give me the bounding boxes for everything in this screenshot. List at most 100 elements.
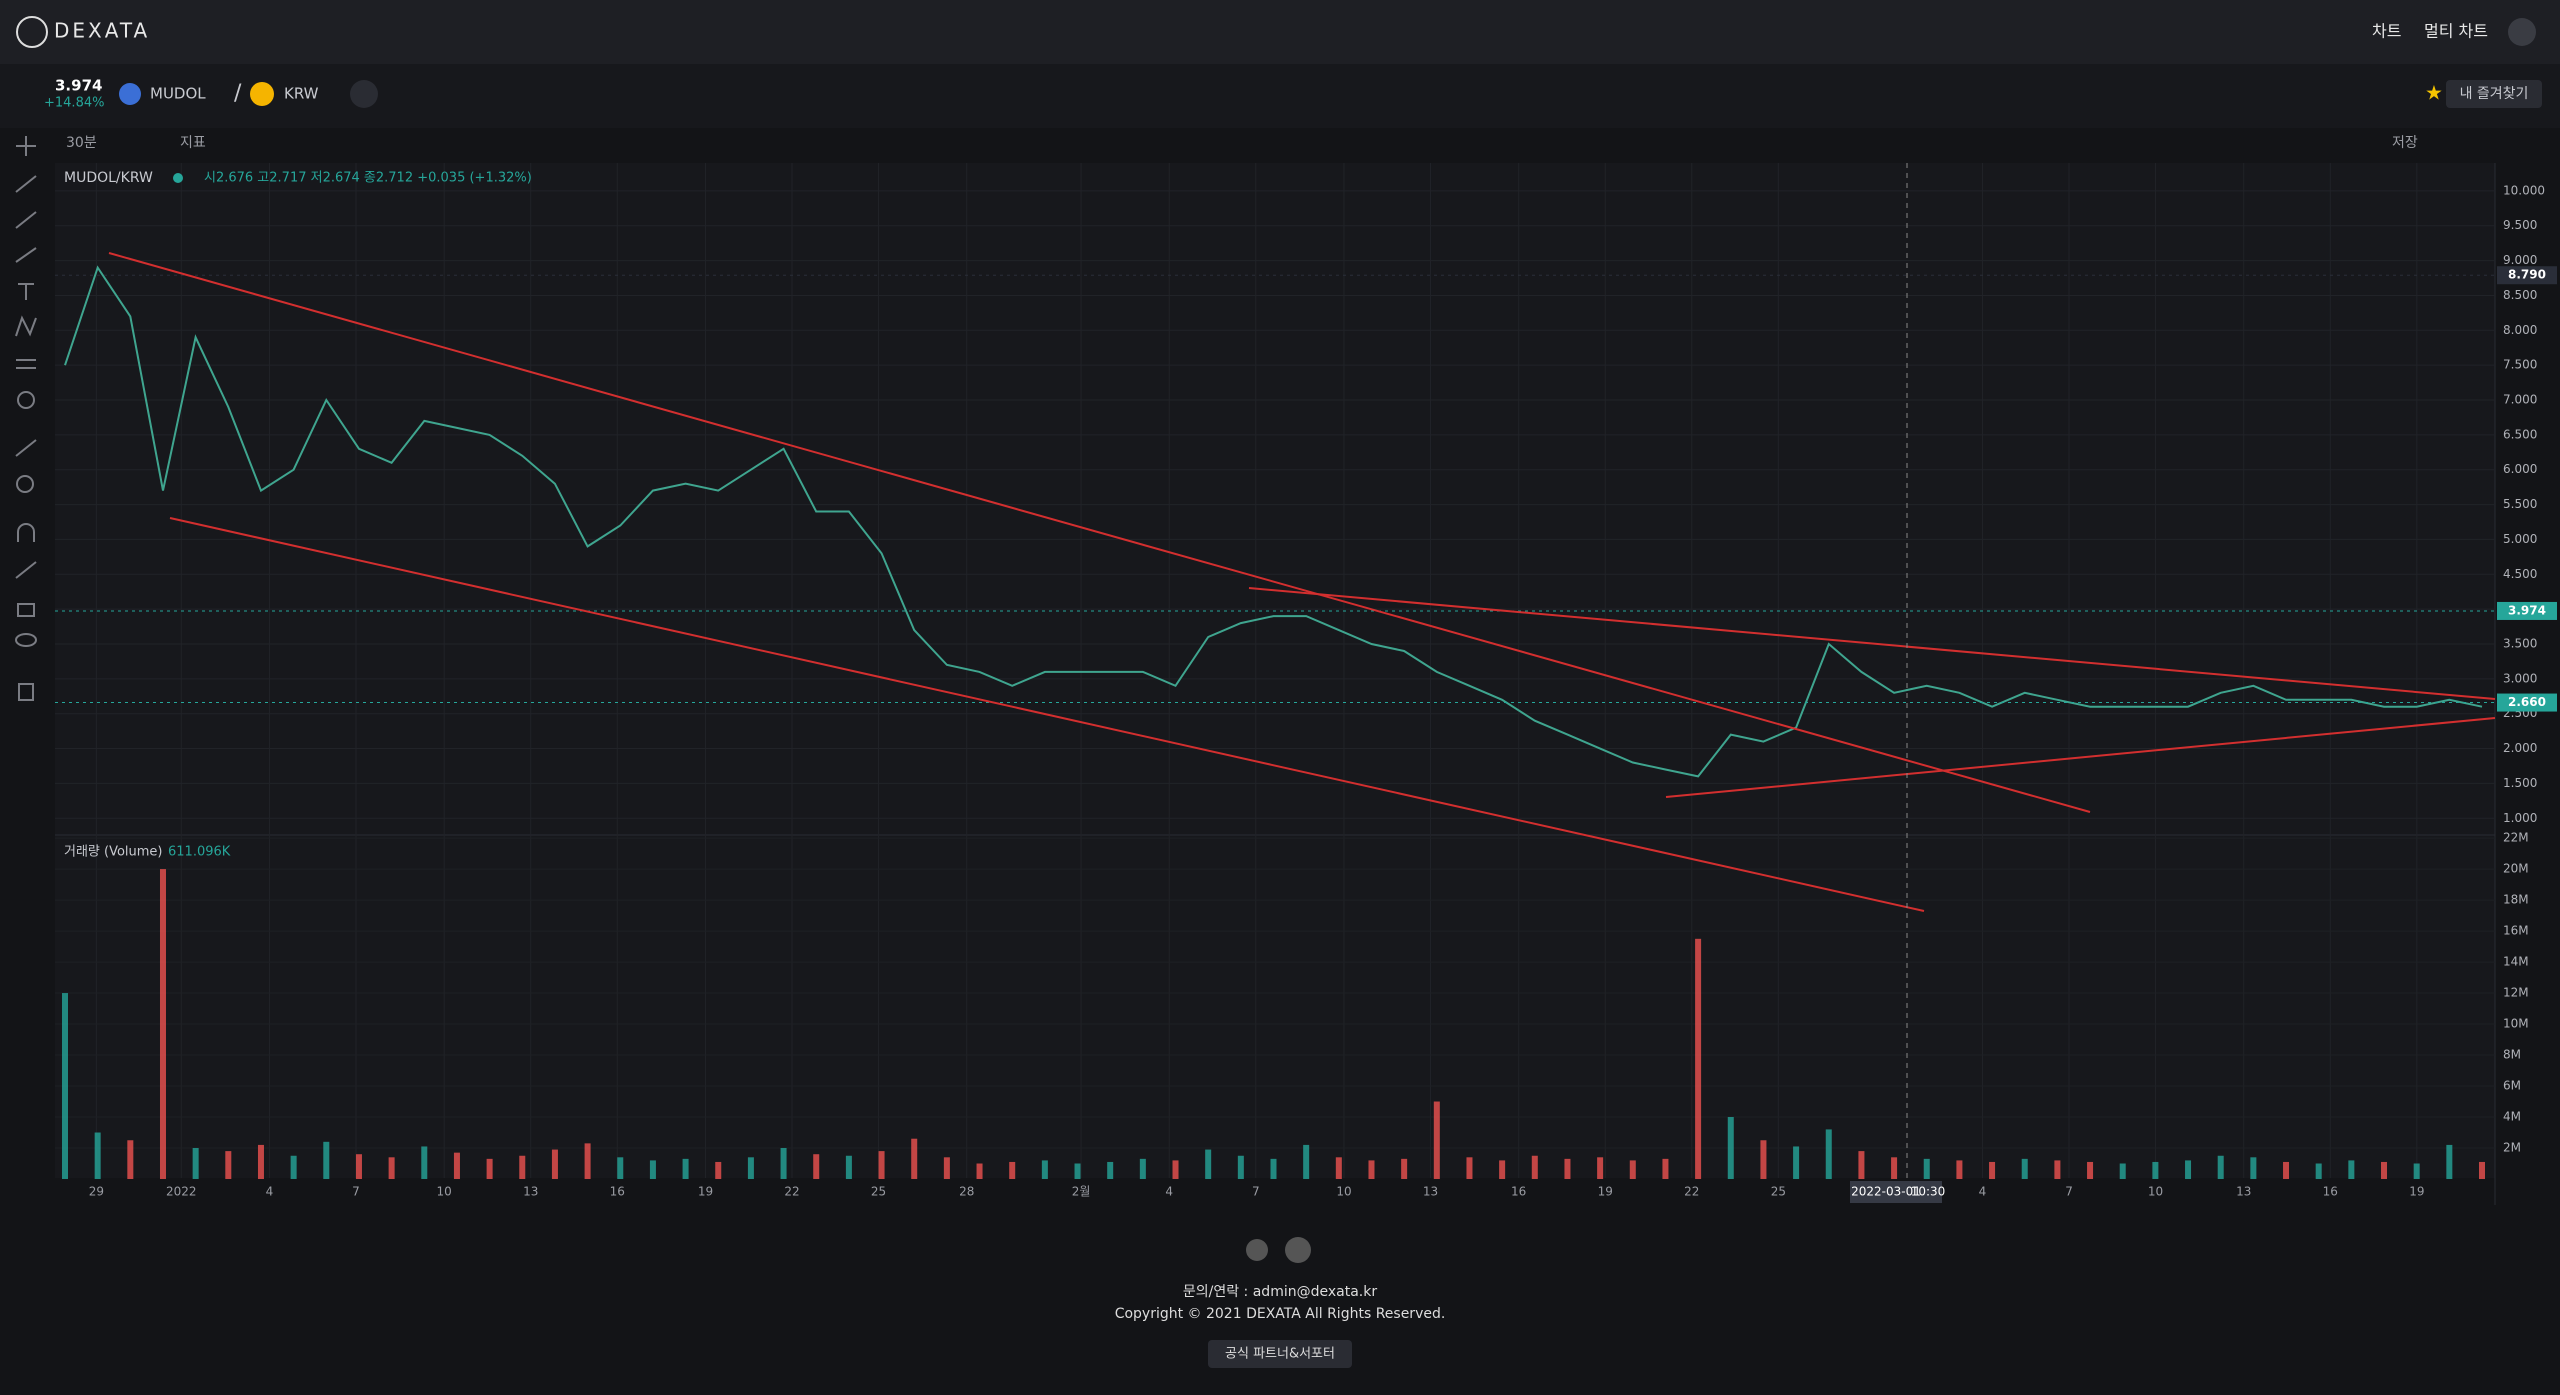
chart-area bbox=[55, 163, 2495, 1178]
volume-bar bbox=[1499, 1160, 1506, 1179]
volume-bar bbox=[2381, 1161, 2388, 1179]
volume-bar bbox=[780, 1148, 787, 1179]
x-tick-label: 19 bbox=[1598, 1185, 1613, 1199]
x-tick-label: 22 bbox=[1684, 1185, 1699, 1199]
volume-bar bbox=[127, 1140, 134, 1179]
x-tick-label: 4 bbox=[266, 1185, 274, 1199]
y-tick-label: 6.000 bbox=[2503, 462, 2537, 476]
x-tick-label: 22 bbox=[784, 1185, 799, 1199]
ohlc: 시2.676 고2.717 저2.674 종2.712 +0.035 (+1.3… bbox=[204, 171, 532, 186]
telegram-icon[interactable] bbox=[1285, 1237, 1311, 1263]
volume-bar bbox=[421, 1146, 428, 1179]
volume-bar bbox=[1727, 1117, 1734, 1179]
nav-chart[interactable]: 차트 bbox=[2372, 22, 2401, 41]
volume-bar bbox=[1564, 1158, 1571, 1179]
volume-bar bbox=[2217, 1155, 2224, 1179]
volume-bar bbox=[1433, 1101, 1440, 1179]
volume-bar bbox=[2479, 1161, 2485, 1179]
volume-bar bbox=[813, 1154, 820, 1179]
price-line bbox=[64, 265, 2483, 778]
volume-bar bbox=[1956, 1160, 1963, 1179]
favorite-star[interactable]: ★ bbox=[2425, 81, 2443, 105]
nav-multi-chart[interactable]: 멀티 차트 bbox=[2424, 22, 2488, 41]
volume-bar bbox=[878, 1151, 885, 1179]
volume-bar bbox=[1368, 1160, 1375, 1179]
volume-bar bbox=[1662, 1158, 1669, 1179]
header bbox=[0, 0, 2560, 64]
x-tick-label: 29 bbox=[89, 1185, 104, 1199]
separator: / bbox=[234, 81, 242, 106]
volume-bar bbox=[2185, 1160, 2192, 1179]
volume-bar bbox=[845, 1155, 852, 1179]
favorites-label[interactable]: 내 즐겨찾기 bbox=[2460, 86, 2529, 102]
crosshair-date: 2022-03-01 bbox=[1851, 1185, 1921, 1199]
save[interactable]: 저장 bbox=[2392, 135, 2418, 151]
settings-button[interactable] bbox=[2508, 18, 2536, 46]
interval[interactable]: 30분 bbox=[66, 135, 97, 151]
volume-bar bbox=[2283, 1161, 2290, 1179]
logo-icon bbox=[16, 16, 48, 48]
volume-bar bbox=[453, 1152, 460, 1179]
volume-bar bbox=[62, 993, 68, 1179]
x-tick-label: 19 bbox=[2409, 1185, 2424, 1199]
volume-bar bbox=[1695, 938, 1702, 1179]
price-marker-box bbox=[2497, 693, 2557, 712]
volume-bar bbox=[1401, 1158, 1408, 1179]
indicators[interactable]: 지표 bbox=[180, 135, 206, 151]
y-tick-label: 8.500 bbox=[2503, 288, 2537, 302]
volume-bar bbox=[388, 1157, 395, 1179]
x-tick-label: 13 bbox=[2236, 1185, 2251, 1199]
change: +14.84% bbox=[44, 96, 104, 111]
volume-bar bbox=[225, 1151, 232, 1179]
volume-bar bbox=[682, 1158, 689, 1179]
y-tick-label: 3.500 bbox=[2503, 636, 2537, 650]
y-tick-label: 4.500 bbox=[2503, 567, 2537, 581]
chart-title: MUDOL/KRW bbox=[64, 170, 153, 186]
volume-bar bbox=[1205, 1149, 1212, 1179]
volume-bar bbox=[1139, 1158, 1146, 1179]
marks bbox=[55, 265, 2495, 1179]
volume-bar bbox=[2021, 1158, 2028, 1179]
volume-bar bbox=[1107, 1161, 1114, 1179]
x-tick-label: 2월 bbox=[1072, 1185, 1091, 1199]
partner-label[interactable]: 공식 파트너&서포터 bbox=[1225, 1347, 1335, 1362]
price-marker-box bbox=[2497, 601, 2557, 620]
x-tick-label: 2022 bbox=[166, 1185, 197, 1199]
price-marker-label: 2.660 bbox=[2508, 695, 2546, 709]
x-tick-label: 7 bbox=[352, 1185, 360, 1199]
base-icon bbox=[119, 83, 141, 105]
volume-bar bbox=[715, 1161, 722, 1179]
volume-bar bbox=[1760, 1140, 1767, 1179]
volume-bar bbox=[976, 1163, 983, 1179]
volume-bar bbox=[2119, 1163, 2126, 1179]
x-tick-label: 19 bbox=[698, 1185, 713, 1199]
volume-bar bbox=[2446, 1144, 2453, 1179]
volume-bar bbox=[257, 1144, 264, 1179]
volume-bar bbox=[486, 1158, 493, 1179]
base-symbol[interactable]: MUDOL bbox=[150, 85, 206, 103]
volume-bar bbox=[94, 1132, 101, 1179]
quote-symbol[interactable]: KRW bbox=[284, 85, 319, 103]
partner-button[interactable] bbox=[1208, 1340, 1352, 1368]
volume-bar bbox=[290, 1155, 297, 1179]
volume-bar bbox=[1270, 1158, 1277, 1179]
volume-bar bbox=[2413, 1163, 2420, 1179]
twitter-icon[interactable] bbox=[1246, 1239, 1268, 1261]
volume-bar bbox=[2315, 1163, 2322, 1179]
swap-button[interactable] bbox=[350, 80, 378, 108]
volume-bar bbox=[1074, 1163, 1081, 1179]
volume-bar bbox=[551, 1149, 558, 1179]
volume-bar bbox=[1009, 1161, 1016, 1179]
logo[interactable]: DEXATA bbox=[54, 19, 150, 43]
copyright: Copyright © 2021 DEXATA All Rights Reser… bbox=[1115, 1306, 1446, 1322]
volume-bar bbox=[1041, 1160, 1048, 1179]
volume-bar bbox=[584, 1143, 591, 1179]
volume-bar bbox=[355, 1154, 362, 1179]
volume-bar bbox=[1793, 1146, 1800, 1179]
price: 3.974 bbox=[55, 77, 102, 95]
volume-bar bbox=[1629, 1160, 1636, 1179]
volume-bar bbox=[1237, 1155, 1244, 1179]
volume-bar bbox=[2152, 1161, 2159, 1179]
favorites-button[interactable] bbox=[2446, 80, 2542, 108]
